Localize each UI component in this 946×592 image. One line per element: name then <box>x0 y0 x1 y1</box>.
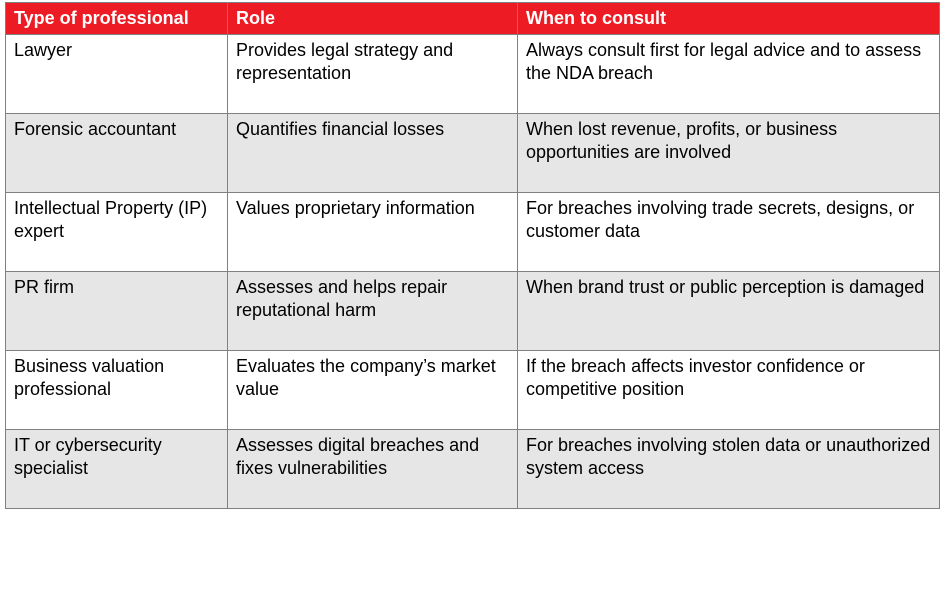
col-header-role: Role <box>228 3 518 35</box>
cell-type: PR firm <box>6 272 228 351</box>
cell-type: Lawyer <box>6 35 228 114</box>
cell-type: Forensic accountant <box>6 114 228 193</box>
table-row: Lawyer Provides legal strategy and repre… <box>6 35 940 114</box>
table-body: Lawyer Provides legal strategy and repre… <box>6 35 940 509</box>
cell-type: Intellectual Property (IP) expert <box>6 193 228 272</box>
table-row: IT or cybersecurity specialist Assesses … <box>6 430 940 509</box>
cell-when: Always consult first for legal advice an… <box>518 35 940 114</box>
cell-when: When brand trust or public perception is… <box>518 272 940 351</box>
cell-role: Values proprietary information <box>228 193 518 272</box>
table-row: PR firm Assesses and helps repair reputa… <box>6 272 940 351</box>
cell-when: For breaches involving stolen data or un… <box>518 430 940 509</box>
table-row: Business valuation professional Evaluate… <box>6 351 940 430</box>
col-header-type: Type of professional <box>6 3 228 35</box>
cell-role: Assesses digital breaches and fixes vuln… <box>228 430 518 509</box>
col-header-when: When to consult <box>518 3 940 35</box>
table-row: Intellectual Property (IP) expert Values… <box>6 193 940 272</box>
cell-type: IT or cybersecurity specialist <box>6 430 228 509</box>
cell-role: Assesses and helps repair reputational h… <box>228 272 518 351</box>
cell-role: Quantifies financial losses <box>228 114 518 193</box>
cell-when: If the breach affects investor confidenc… <box>518 351 940 430</box>
cell-when: When lost revenue, profits, or business … <box>518 114 940 193</box>
table-header-row: Type of professional Role When to consul… <box>6 3 940 35</box>
table-row: Forensic accountant Quantifies financial… <box>6 114 940 193</box>
professionals-table: Type of professional Role When to consul… <box>5 2 940 509</box>
cell-when: For breaches involving trade secrets, de… <box>518 193 940 272</box>
cell-role: Provides legal strategy and representati… <box>228 35 518 114</box>
cell-type: Business valuation professional <box>6 351 228 430</box>
cell-role: Evaluates the company’s market value <box>228 351 518 430</box>
